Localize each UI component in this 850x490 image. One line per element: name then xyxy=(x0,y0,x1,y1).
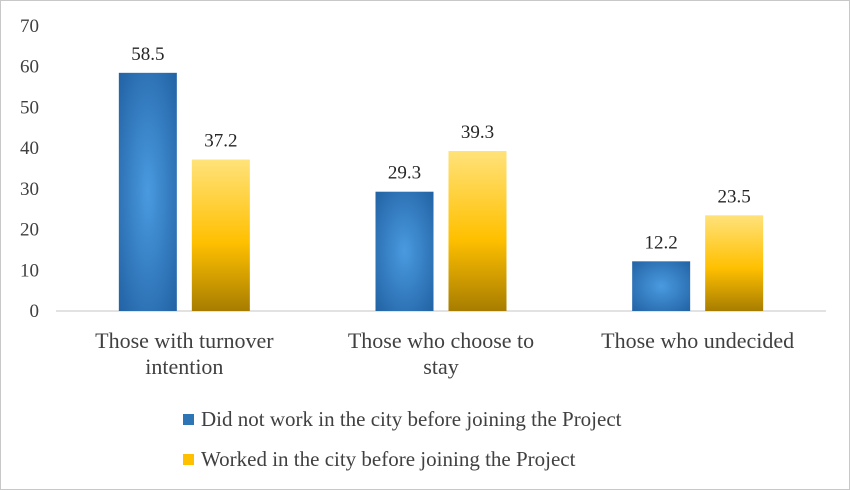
bar-series-1-cat-3 xyxy=(632,261,691,311)
y-tick-label: 0 xyxy=(30,301,40,322)
data-label: 29.3 xyxy=(388,163,421,184)
legend-label-series-1: Did not work in the city before joining … xyxy=(201,406,622,431)
bar-chart: 0 10 20 30 40 50 60 70 Those with turnoverintent… xyxy=(20,16,826,379)
y-tick-label: 50 xyxy=(20,97,39,118)
x-category-label: Those with turnover xyxy=(95,328,274,353)
axis-layer: 0 10 20 30 40 50 60 70 Those with turnoverintent… xyxy=(20,16,826,379)
data-label: 37.2 xyxy=(204,131,237,152)
y-tick-label: 30 xyxy=(20,179,39,200)
data-label: 58.5 xyxy=(131,44,164,65)
y-tick-label: 40 xyxy=(20,138,39,159)
y-tick-label: 10 xyxy=(20,260,39,281)
x-category-label: intention xyxy=(145,354,223,379)
data-label: 12.2 xyxy=(645,232,678,253)
legend-swatch-series-1 xyxy=(183,413,194,425)
data-label: 39.3 xyxy=(461,122,494,143)
y-tick-label: 20 xyxy=(20,220,39,241)
legend: Did not work in the city before joining … xyxy=(183,406,622,486)
x-category-label: stay xyxy=(423,354,458,379)
legend-item-series-1: Did not work in the city before joining … xyxy=(183,406,622,432)
x-category-label: Those who undecided xyxy=(601,328,794,353)
bar-series-2-cat-2 xyxy=(448,150,507,311)
bar-series-1-cat-2 xyxy=(375,191,434,311)
bar-layer xyxy=(118,72,764,311)
bar-series-2-cat-1 xyxy=(191,159,250,311)
legend-label-series-2: Worked in the city before joining the Pr… xyxy=(201,446,576,471)
data-label: 23.5 xyxy=(718,186,751,207)
legend-item-series-2: Worked in the city before joining the Pr… xyxy=(183,446,622,472)
legend-swatch-series-2 xyxy=(183,453,194,465)
x-category-label: Those who choose to xyxy=(348,328,534,353)
y-tick-label: 60 xyxy=(20,57,39,78)
bar-series-1-cat-1 xyxy=(118,72,177,311)
y-tick-label: 70 xyxy=(20,16,39,37)
bar-series-2-cat-3 xyxy=(705,215,764,311)
label-layer: 58.5 37.2 29.3 39.3 12.2 23.5 xyxy=(131,44,751,254)
